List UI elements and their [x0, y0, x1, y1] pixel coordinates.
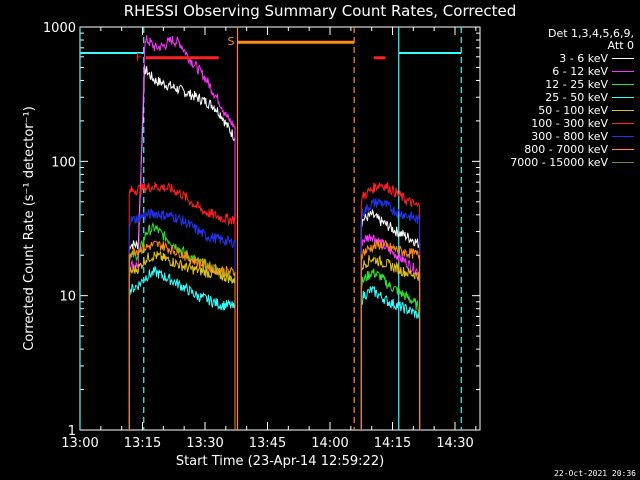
- y-tick-label: 100: [51, 155, 76, 170]
- legend-label: 50 - 100 keV: [538, 104, 608, 117]
- legend-entry: 3 - 6 keV: [484, 52, 634, 65]
- legend-label: 800 - 7000 keV: [524, 143, 608, 156]
- legend-label: 3 - 6 keV: [559, 52, 608, 65]
- legend-swatch: [612, 84, 634, 85]
- legend-swatch: [612, 58, 634, 59]
- legend-entry: 7000 - 15000 keV: [484, 156, 634, 169]
- x-tick-label: 13:00: [61, 436, 98, 451]
- y-tick-label: 10: [59, 290, 76, 305]
- legend-entry: 300 - 800 keV: [484, 130, 634, 143]
- legend-label: 25 - 50 keV: [545, 91, 608, 104]
- series-line-6: [128, 208, 236, 430]
- legend-entry: 800 - 7000 keV: [484, 143, 634, 156]
- series-line-1: [360, 233, 421, 430]
- legend-swatch: [612, 97, 634, 98]
- plot-area: FS: [80, 27, 462, 430]
- legend-label: 300 - 800 keV: [531, 130, 608, 143]
- x-tick-label: 14:15: [374, 436, 411, 451]
- legend-label: 12 - 25 keV: [545, 78, 608, 91]
- chart-title: RHESSI Observing Summary Count Rates, Co…: [123, 2, 517, 20]
- x-tick-label: 14:00: [311, 436, 348, 451]
- series-line-3: [128, 265, 236, 430]
- legend-swatch: [612, 136, 634, 137]
- series-line-4: [360, 255, 421, 430]
- series-line-1: [128, 34, 236, 430]
- legend-swatch: [612, 71, 634, 72]
- x-tick-label: 14:30: [436, 436, 473, 451]
- legend-entry: 50 - 100 keV: [484, 104, 634, 117]
- series-line-2: [360, 268, 421, 430]
- series-line-7: [128, 240, 236, 430]
- legend-header-line-2: Att 0: [607, 39, 634, 52]
- legend-label: 6 - 12 keV: [552, 65, 608, 78]
- date-stamp: 22-Oct-2021 20:36: [554, 469, 636, 478]
- legend-swatch: [612, 110, 634, 111]
- legend-swatch: [612, 123, 634, 124]
- y-axis-label: Corrected Count Rate (s⁻¹ detector⁻¹): [22, 106, 37, 351]
- legend-label: 100 - 300 keV: [531, 117, 608, 130]
- legend: Det 1,3,4,5,6,9, Att 0 3 - 6 keV 6 - 12 k…: [484, 28, 634, 169]
- legend-entry: 6 - 12 keV: [484, 65, 634, 78]
- series-line-0: [360, 208, 421, 430]
- series-line-7: [360, 239, 421, 430]
- legend-swatch: [612, 149, 634, 150]
- x-axis-label: Start Time (23-Apr-14 12:59:22): [176, 454, 384, 469]
- x-tick-label: 13:15: [124, 436, 161, 451]
- x-tick-label: 13:30: [186, 436, 223, 451]
- legend-swatch: [612, 162, 634, 163]
- series-line-5: [360, 182, 421, 430]
- series-line-6: [360, 197, 421, 430]
- legend-label: 7000 - 15000 keV: [510, 156, 608, 169]
- series-line-0: [128, 64, 236, 430]
- legend-entry: 25 - 50 keV: [484, 91, 634, 104]
- legend-entry: 12 - 25 keV: [484, 78, 634, 91]
- y-tick-label: 1000: [43, 21, 76, 36]
- legend-header-line-1: Det 1,3,4,5,6,9,: [547, 27, 634, 40]
- annotation-label: S: [228, 35, 235, 48]
- y-tick-label: 1: [68, 424, 76, 439]
- legend-entry: 100 - 300 keV: [484, 117, 634, 130]
- x-tick-label: 13:45: [249, 436, 286, 451]
- legend-rows: 3 - 6 keV 6 - 12 keV 12 - 25 keV 25 - 50 ke…: [484, 52, 634, 169]
- series-line-4: [128, 250, 236, 430]
- annotation-label: F: [136, 51, 142, 64]
- series-line-5: [128, 182, 236, 430]
- series-line-3: [360, 285, 421, 430]
